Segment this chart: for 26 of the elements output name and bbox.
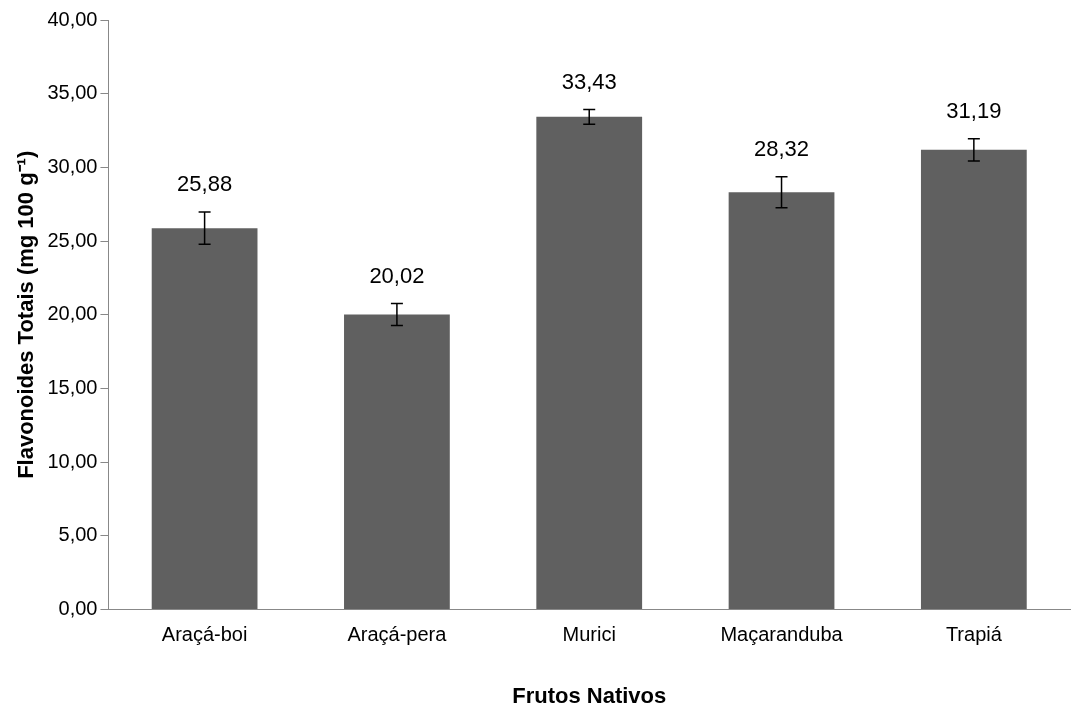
x-tick-label: Trapiá [945, 623, 1003, 646]
y-tick-label: 10,00 [47, 449, 98, 472]
y-tick-label: 5,00 [58, 523, 98, 546]
data-label: 28,32 [754, 135, 810, 161]
y-tick-label: 40,00 [47, 7, 98, 30]
y-tick-label: 35,00 [47, 81, 98, 104]
x-tick-label: Murici [562, 623, 616, 646]
bar [151, 228, 258, 610]
bar [536, 116, 643, 610]
y-tick-label: 30,00 [47, 154, 98, 177]
x-tick-label: Araçá-boi [161, 623, 248, 646]
bar [344, 314, 450, 610]
x-tick-label: Araçá-pera [347, 623, 448, 646]
data-label: 20,02 [369, 262, 425, 288]
y-tick-label: 15,00 [47, 376, 98, 399]
y-tick-label: 25,00 [47, 228, 98, 251]
y-axis-title: Flavonoides Totais (mg 100 g⁻¹) [13, 150, 39, 479]
x-tick-label: Maçaranduba [720, 623, 844, 646]
y-tick-label: 20,00 [47, 302, 98, 325]
data-label: 33,43 [561, 68, 617, 94]
data-label: 25,88 [177, 170, 233, 196]
x-axis-title: Frutos Nativos [512, 682, 667, 708]
data-label: 31,19 [946, 97, 1002, 123]
bar [728, 192, 835, 610]
y-tick-label: 0,00 [58, 597, 98, 620]
bar [920, 149, 1027, 610]
